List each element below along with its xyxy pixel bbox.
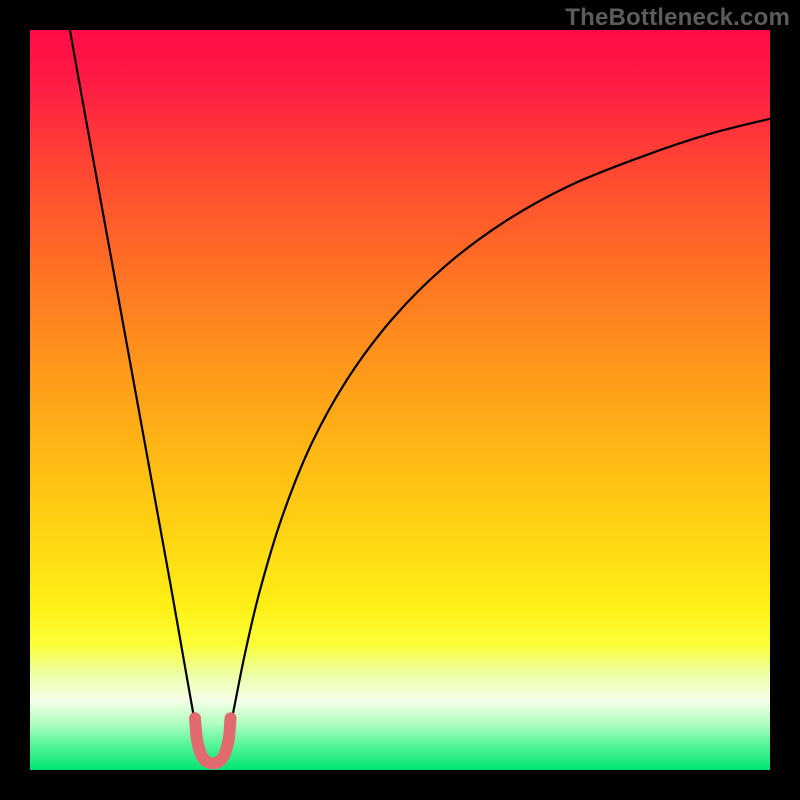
chart-stage: TheBottleneck.com: [0, 0, 800, 800]
watermark-text: TheBottleneck.com: [565, 4, 790, 32]
gradient-background: [30, 30, 770, 770]
plot-area: [30, 30, 770, 770]
plot-svg: [30, 30, 770, 770]
